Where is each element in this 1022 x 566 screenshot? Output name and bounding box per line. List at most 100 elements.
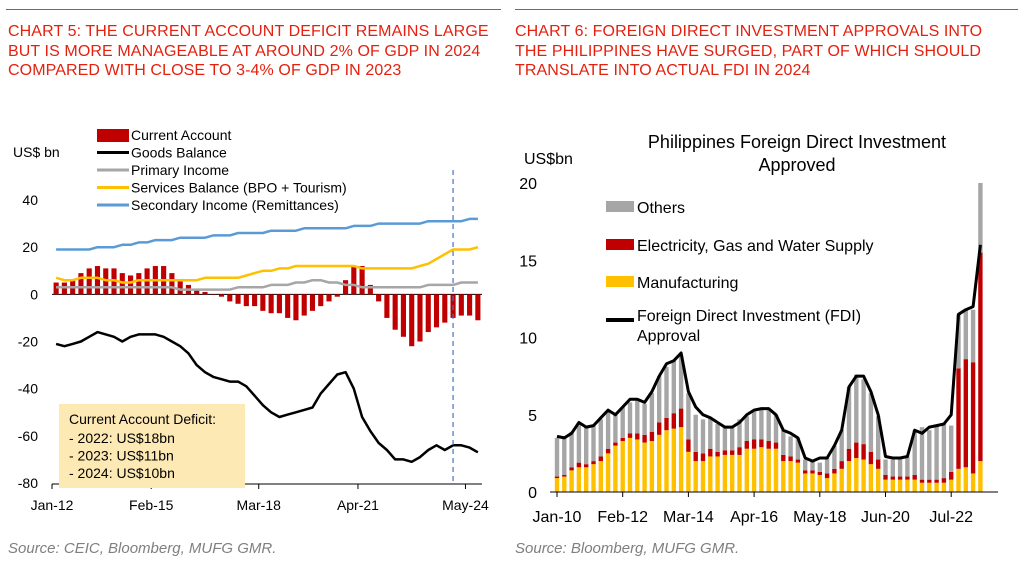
others-bar (715, 424, 720, 452)
current-account-bar (367, 284, 373, 295)
right-x-tick-label: May-18 (793, 509, 846, 526)
current-account-bar (235, 294, 241, 304)
manufacturing-bar (927, 482, 932, 492)
others-bar (868, 393, 874, 452)
others-bar (883, 459, 888, 476)
electricity-bar (657, 422, 662, 435)
others-bar (576, 422, 582, 463)
electricity-bar (824, 473, 830, 479)
electricity-bar (693, 451, 698, 462)
others-bar (722, 425, 728, 451)
others-bar (773, 414, 779, 443)
others-bar (781, 430, 786, 455)
electricity-bar (846, 448, 852, 462)
others-bar (664, 366, 669, 418)
manufacturing-bar (788, 461, 793, 492)
manufacturing-bar (664, 430, 669, 492)
manufacturing-bar (883, 479, 888, 492)
current-account-bar (78, 273, 84, 295)
left-y-tick-label: 0 (30, 286, 38, 302)
others-bar (627, 402, 633, 434)
others-bar (817, 462, 822, 472)
current-account-bar (376, 294, 382, 302)
left-x-tick-label: Feb-15 (129, 497, 174, 513)
others-bar (890, 459, 895, 477)
others-bar (598, 419, 603, 457)
right-y-tick-label: 5 (528, 408, 537, 425)
manufacturing-bar (671, 428, 676, 492)
others-bar (905, 456, 910, 477)
legend-label-primary-income: Primary Income (131, 162, 229, 178)
others-bar (956, 314, 961, 369)
right-y-tick-label: 15 (519, 253, 537, 270)
others-bar (620, 407, 625, 438)
current-account-bar (309, 294, 316, 311)
right-x-tick-label: Apr-16 (730, 509, 778, 526)
manufacturing-bar (766, 448, 771, 492)
others-bar (927, 430, 932, 480)
left-y-tick-label: -20 (18, 334, 38, 350)
current-account-bar (433, 294, 440, 328)
others-bar (832, 445, 837, 469)
others-bar (949, 425, 954, 472)
manufacturing-bar (817, 475, 822, 492)
manufacturing-bar (803, 473, 808, 492)
left-y-tick-label: 40 (22, 192, 38, 208)
manufacturing-bar (605, 453, 611, 492)
manufacturing-bar (861, 459, 866, 492)
others-bar (824, 458, 830, 474)
right-x-tick-label: Jan-10 (533, 509, 582, 526)
current-account-bar (400, 294, 407, 337)
goods-balance-line (55, 330, 479, 464)
manufacturing-bar (554, 478, 560, 492)
current-account-bar (169, 273, 175, 295)
electricity-bar (934, 479, 939, 483)
legend-label-goods-balance: Goods Balance (131, 145, 227, 161)
current-account-bar (194, 289, 200, 295)
right-y-tick-label: 10 (519, 331, 537, 348)
electricity-bar (832, 468, 837, 474)
manufacturing-bar (941, 482, 947, 492)
manufacturing-bar (919, 482, 925, 492)
others-bar (861, 379, 866, 445)
others-bar (642, 403, 647, 435)
electricity-bar (737, 447, 742, 455)
right-y-tick-label: 0 (528, 485, 537, 502)
secondary-income-remittances-line (56, 217, 478, 251)
electricity-bar (941, 478, 947, 483)
current-account-bar (210, 294, 216, 295)
manufacturing-bar (744, 448, 749, 492)
manufacturing-bar (846, 461, 852, 492)
manufacturing-bar (890, 479, 895, 492)
others-bar (693, 414, 698, 452)
electricity-bar (759, 439, 764, 448)
manufacturing-bar (876, 468, 881, 492)
manufacturing-bar (715, 456, 720, 492)
current-account-bar (392, 294, 398, 330)
electricity-bar (839, 461, 844, 469)
manufacturing-bar (963, 467, 968, 492)
electricity-bar (700, 453, 706, 462)
current-account-bar (475, 294, 481, 321)
manufacturing-bar (759, 447, 764, 492)
others-bar (708, 417, 713, 449)
manufacturing-bar (978, 461, 983, 492)
others-bar (978, 183, 983, 253)
electricity-bar (562, 475, 567, 477)
manufacturing-bar (781, 461, 786, 492)
manufacturing-bar (730, 454, 735, 492)
legend-label-manufacturing: Manufacturing (637, 275, 738, 292)
electricity-bar (591, 461, 596, 465)
current-account-deficit-annotation-box (59, 404, 245, 488)
services-balance-bpo-tourism-line (55, 245, 479, 284)
manufacturing-bar (649, 441, 655, 492)
manufacturing-bar (569, 470, 574, 492)
manufacturing-bar (562, 476, 567, 492)
annotation-line: - 2022: US$18bn (69, 430, 175, 446)
electricity-bar (949, 471, 954, 480)
current-account-bar (177, 280, 183, 295)
electricity-bar (766, 441, 771, 449)
current-account-bar (342, 280, 349, 295)
manufacturing-bar (897, 479, 903, 492)
